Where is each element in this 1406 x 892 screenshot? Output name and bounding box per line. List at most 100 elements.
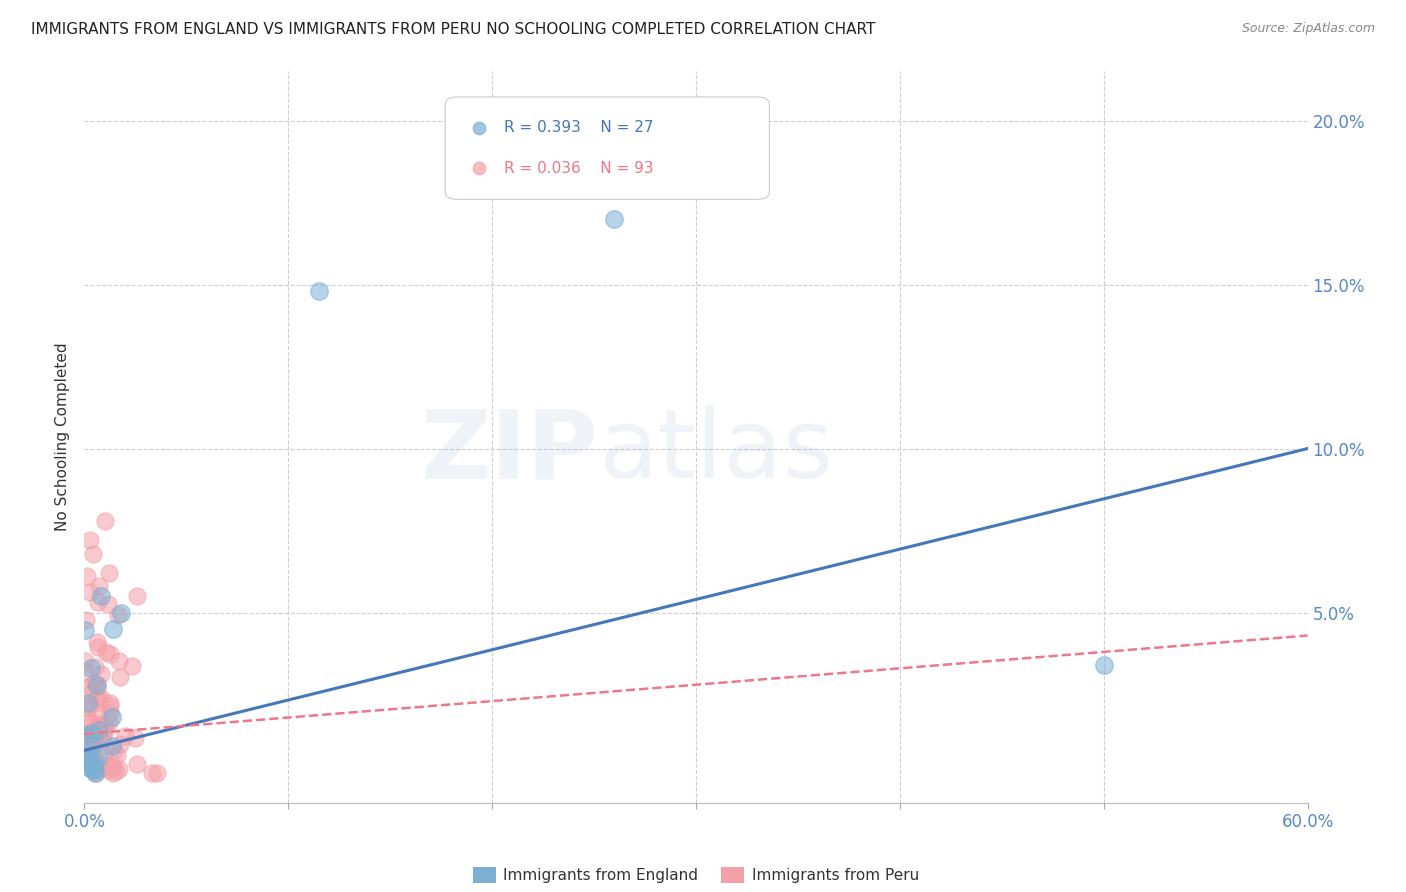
Point xyxy=(90,734,112,748)
Point xyxy=(84,766,107,780)
Point xyxy=(93,747,115,762)
Point xyxy=(87,640,110,655)
Point xyxy=(101,710,124,724)
Point xyxy=(80,727,103,741)
Point xyxy=(80,725,103,739)
Point xyxy=(108,737,131,751)
Point xyxy=(77,745,100,759)
Y-axis label: No Schooling Completed: No Schooling Completed xyxy=(55,343,70,532)
Point xyxy=(94,645,117,659)
Point xyxy=(77,747,100,761)
Point xyxy=(77,701,100,715)
Point xyxy=(94,723,117,738)
Point xyxy=(124,731,146,745)
Point xyxy=(86,677,108,691)
Point xyxy=(80,661,103,675)
Point xyxy=(87,595,110,609)
Point xyxy=(89,723,111,737)
FancyBboxPatch shape xyxy=(446,97,769,200)
Point xyxy=(82,761,104,775)
Legend: Immigrants from England, Immigrants from Peru: Immigrants from England, Immigrants from… xyxy=(472,867,920,883)
Point xyxy=(84,660,107,674)
Point xyxy=(308,284,330,298)
Point xyxy=(86,680,108,694)
Text: ZIP: ZIP xyxy=(420,405,598,499)
Point xyxy=(94,514,117,528)
Point xyxy=(114,730,136,744)
Point xyxy=(82,763,104,777)
Point xyxy=(83,738,105,752)
Point xyxy=(82,759,104,773)
Text: R = 0.036    N = 93: R = 0.036 N = 93 xyxy=(503,161,654,176)
Point xyxy=(75,755,97,769)
Point xyxy=(79,585,101,599)
Point xyxy=(100,699,122,714)
Point xyxy=(80,756,103,770)
Point xyxy=(73,728,96,742)
Point xyxy=(75,665,97,680)
Point xyxy=(75,613,97,627)
Point xyxy=(101,622,124,636)
Point xyxy=(79,533,101,548)
Point xyxy=(77,747,100,761)
Text: IMMIGRANTS FROM ENGLAND VS IMMIGRANTS FROM PERU NO SCHOOLING COMPLETED CORRELATI: IMMIGRANTS FROM ENGLAND VS IMMIGRANTS FR… xyxy=(31,22,876,37)
Point xyxy=(121,659,143,673)
Text: Source: ZipAtlas.com: Source: ZipAtlas.com xyxy=(1241,22,1375,36)
Point xyxy=(103,766,125,780)
Point xyxy=(103,743,125,757)
Point xyxy=(90,589,112,603)
Point xyxy=(1092,658,1115,673)
Point xyxy=(87,716,110,731)
Point xyxy=(75,739,97,754)
Point xyxy=(73,623,96,637)
Point xyxy=(91,731,114,745)
Text: atlas: atlas xyxy=(598,405,834,499)
Point xyxy=(110,606,132,620)
Point xyxy=(87,579,110,593)
Point xyxy=(76,760,98,774)
Point xyxy=(105,747,128,762)
Point xyxy=(100,739,122,753)
Point xyxy=(80,759,103,773)
Point xyxy=(90,717,112,731)
Point xyxy=(75,754,97,768)
Point xyxy=(97,597,120,611)
Point xyxy=(75,654,97,668)
Point xyxy=(86,678,108,692)
Point xyxy=(125,757,148,772)
Point xyxy=(75,752,97,766)
Point xyxy=(91,723,114,738)
Point xyxy=(83,751,105,765)
Point xyxy=(87,751,110,765)
Point xyxy=(82,547,104,561)
Point xyxy=(108,670,131,684)
Point xyxy=(76,754,98,768)
Point xyxy=(105,764,128,779)
Point xyxy=(87,695,110,709)
Point xyxy=(86,635,108,649)
Point xyxy=(75,731,97,745)
Point xyxy=(77,752,100,766)
Point xyxy=(73,750,96,764)
Point xyxy=(83,756,105,771)
Point xyxy=(76,688,98,702)
Point xyxy=(107,607,129,622)
Point xyxy=(75,726,97,740)
Point xyxy=(77,756,100,770)
Point xyxy=(98,763,121,777)
Point xyxy=(75,740,97,755)
Point xyxy=(84,728,107,742)
Point xyxy=(76,747,98,762)
Point xyxy=(89,730,111,744)
Point xyxy=(127,589,149,603)
Point xyxy=(75,757,97,772)
Point xyxy=(90,761,112,775)
Point xyxy=(94,718,117,732)
Point xyxy=(83,725,105,739)
Point xyxy=(145,766,167,780)
Point xyxy=(87,689,110,703)
Point xyxy=(107,762,129,776)
Point xyxy=(79,696,101,710)
Point xyxy=(79,743,101,757)
Point xyxy=(108,654,131,668)
